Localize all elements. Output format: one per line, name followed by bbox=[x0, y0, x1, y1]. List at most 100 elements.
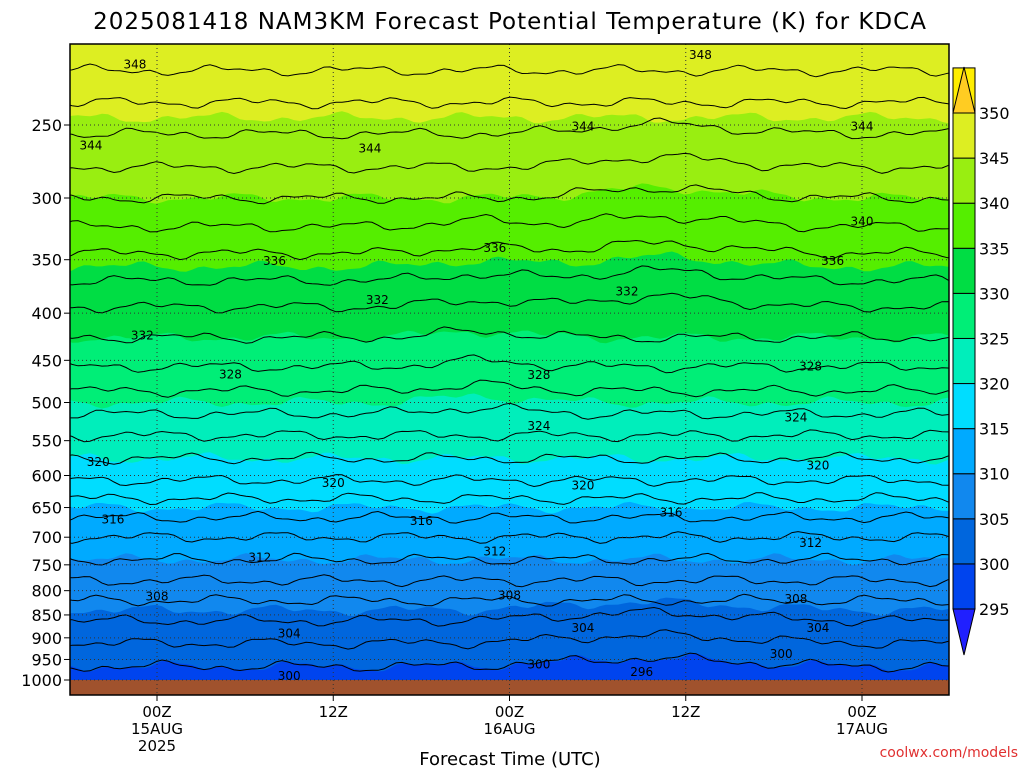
contour-line bbox=[70, 239, 949, 261]
contour-label: 336 bbox=[821, 254, 844, 268]
contour-line bbox=[70, 402, 949, 420]
contour-label: 316 bbox=[410, 514, 433, 528]
contour-label: 348 bbox=[124, 58, 147, 72]
colorbar-tick-label: 335 bbox=[979, 239, 1010, 258]
colorbar-swatch bbox=[952, 428, 976, 475]
y-tick-label: 900 bbox=[31, 629, 62, 648]
colorbar-tick-label: 315 bbox=[979, 420, 1010, 439]
contour-label: 296 bbox=[630, 665, 653, 679]
contour-label: 304 bbox=[571, 621, 594, 635]
colorbar-swatch bbox=[952, 112, 976, 159]
contour-line bbox=[70, 96, 949, 110]
contour-label: 312 bbox=[248, 550, 271, 564]
colorbar-swatch bbox=[952, 202, 976, 249]
colorbar-tick-label: 295 bbox=[979, 600, 1010, 619]
contour-label: 300 bbox=[527, 657, 550, 671]
contour-label: 300 bbox=[770, 647, 793, 661]
y-tick-label: 350 bbox=[31, 251, 62, 270]
contour-label: 316 bbox=[101, 513, 124, 527]
contour-label: 320 bbox=[571, 478, 594, 492]
contour-label: 316 bbox=[660, 505, 683, 519]
colorbar-swatch bbox=[952, 337, 976, 385]
contour-line bbox=[70, 265, 949, 286]
colorbar-swatch bbox=[952, 473, 976, 520]
colorbar-swatch bbox=[952, 247, 976, 294]
contour-label: 340 bbox=[851, 214, 874, 228]
colorbar-swatch bbox=[952, 383, 976, 430]
contour-line bbox=[70, 629, 949, 650]
contour-label: 320 bbox=[322, 476, 345, 490]
contour-line bbox=[70, 552, 949, 566]
x-tick-label: 12Z bbox=[319, 703, 348, 721]
x-tick-label: 00Z bbox=[495, 703, 524, 721]
contour-label: 304 bbox=[806, 621, 829, 635]
x-tick-label: 00Z bbox=[142, 703, 171, 721]
contour-line bbox=[70, 326, 949, 344]
contour-line bbox=[70, 63, 949, 78]
contour-line bbox=[70, 492, 949, 506]
contour-label: 344 bbox=[359, 141, 382, 155]
contour-line bbox=[70, 152, 949, 175]
y-tick-label: 650 bbox=[31, 499, 62, 518]
contour-label: 308 bbox=[784, 592, 807, 606]
colorbar-swatch bbox=[952, 157, 976, 204]
x-tick-label: 16AUG bbox=[484, 720, 536, 738]
y-tick-label: 450 bbox=[31, 351, 62, 370]
ground-strip bbox=[70, 680, 949, 695]
contour-label: 328 bbox=[219, 367, 242, 381]
contour-line bbox=[70, 184, 949, 205]
contour-line bbox=[70, 379, 949, 398]
contour-label: 344 bbox=[851, 120, 874, 134]
x-tick-label: 00Z bbox=[847, 703, 876, 721]
contour-line bbox=[70, 574, 949, 588]
contour-line bbox=[70, 117, 949, 140]
y-tick-label: 600 bbox=[31, 466, 62, 485]
contour-line bbox=[70, 429, 949, 443]
contour-label: 328 bbox=[799, 359, 822, 373]
colorbar-tick-label: 310 bbox=[979, 465, 1010, 484]
y-tick-label: 850 bbox=[31, 606, 62, 625]
y-tick-label: 950 bbox=[31, 650, 62, 669]
contour-label: 324 bbox=[527, 419, 550, 433]
credit-text: coolwx.com/models bbox=[880, 745, 1018, 761]
contour-line bbox=[70, 531, 949, 544]
colorbar-tick-label: 305 bbox=[979, 510, 1010, 529]
colorbar-swatch bbox=[952, 563, 976, 610]
colorbar-tick-label: 350 bbox=[979, 104, 1010, 123]
colorbar-swatch bbox=[952, 292, 976, 339]
contour-label: 336 bbox=[483, 241, 506, 255]
colorbar-tick-label: 320 bbox=[979, 375, 1010, 394]
x-tick-label: 17AUG bbox=[836, 720, 888, 738]
contour-label: 308 bbox=[498, 589, 521, 603]
colorbar-tick-label: 325 bbox=[979, 329, 1010, 348]
y-tick-label: 1000 bbox=[21, 671, 62, 690]
contour-label: 344 bbox=[571, 120, 594, 134]
contour-line bbox=[70, 451, 949, 465]
contour-label: 336 bbox=[263, 254, 286, 268]
contour-label: 312 bbox=[799, 536, 822, 550]
contour-label: 344 bbox=[79, 138, 102, 152]
y-tick-label: 800 bbox=[31, 582, 62, 601]
y-tick-label: 700 bbox=[31, 528, 62, 547]
colorbar-tick-label: 330 bbox=[979, 284, 1010, 303]
y-tick-label: 250 bbox=[31, 116, 62, 135]
contour-label: 320 bbox=[806, 458, 829, 472]
colorbar-tick-label: 300 bbox=[979, 555, 1010, 574]
x-tick-label: 2025 bbox=[138, 737, 176, 755]
contour-label: 304 bbox=[278, 626, 301, 640]
colorbar-extend-high bbox=[952, 66, 976, 114]
colorbar-swatch bbox=[952, 518, 976, 565]
x-axis-label: Forecast Time (UTC) bbox=[419, 749, 600, 768]
contour-line bbox=[70, 606, 949, 627]
contour-line bbox=[70, 510, 949, 524]
y-tick-label: 500 bbox=[31, 394, 62, 413]
chart-title: 2025081418 NAM3KM Forecast Potential Tem… bbox=[93, 9, 927, 35]
x-tick-label: 15AUG bbox=[131, 720, 183, 738]
colorbar-tick-label: 340 bbox=[979, 194, 1010, 213]
colorbar-tick-label: 345 bbox=[979, 149, 1010, 168]
contour-label: 348 bbox=[689, 48, 712, 62]
contour-label: 332 bbox=[366, 293, 389, 307]
colorbar-extend-low bbox=[952, 608, 976, 656]
contour-label: 324 bbox=[784, 410, 807, 424]
contour-label: 312 bbox=[483, 544, 506, 558]
